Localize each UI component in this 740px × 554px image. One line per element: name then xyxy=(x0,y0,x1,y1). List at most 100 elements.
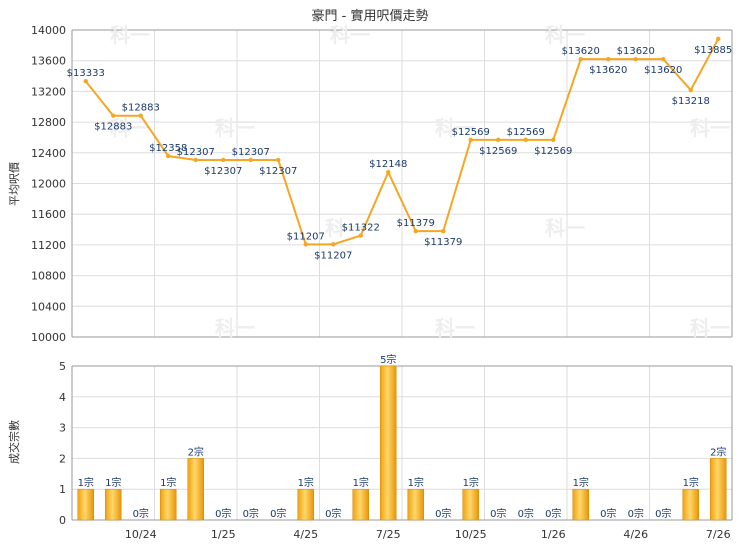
price-point xyxy=(166,153,171,159)
count-data-label: 1宗 xyxy=(353,476,369,489)
count-bar xyxy=(187,458,204,521)
count-data-label: 2宗 xyxy=(710,445,726,458)
price-ytick-label: 12400 xyxy=(31,147,66,160)
count-bar xyxy=(710,458,727,521)
count-data-label: 5宗 xyxy=(380,353,396,366)
count-bar xyxy=(572,488,589,521)
price-data-label: $12569 xyxy=(479,146,517,157)
price-point xyxy=(193,157,198,163)
price-data-label: $13218 xyxy=(672,96,710,107)
count-axis-label: 成交宗數 xyxy=(7,420,21,464)
count-data-label: 0宗 xyxy=(215,507,231,520)
count-bar xyxy=(297,488,314,521)
count-data-label: 0宗 xyxy=(545,507,561,520)
price-point xyxy=(496,137,501,143)
price-point xyxy=(633,56,638,62)
price-ytick-label: 12000 xyxy=(31,178,66,191)
price-data-label: $13885 xyxy=(694,45,732,56)
count-data-label: 0宗 xyxy=(133,507,149,520)
price-point xyxy=(276,157,281,163)
count-ytick-label: 2 xyxy=(59,452,66,465)
price-point xyxy=(83,78,88,84)
price-point xyxy=(111,113,116,118)
price-ytick-label: 10800 xyxy=(31,270,66,283)
count-bar xyxy=(105,488,122,521)
price-data-label: $12883 xyxy=(122,103,160,114)
count-data-label: 0宗 xyxy=(270,507,286,520)
watermark: 科一 xyxy=(110,23,150,47)
price-ytick-label: 13600 xyxy=(31,55,66,68)
count-ytick-label: 4 xyxy=(59,391,66,404)
price-data-label: $13620 xyxy=(617,46,655,57)
price-point xyxy=(578,56,583,62)
watermark: 科一 xyxy=(545,216,585,240)
price-data-label: $12569 xyxy=(534,146,572,157)
count-bar xyxy=(352,488,369,521)
price-data-label: $13333 xyxy=(67,68,105,79)
count-bar xyxy=(380,365,397,521)
price-point xyxy=(331,242,336,247)
count-data-label: 1宗 xyxy=(408,476,424,489)
price-data-label: $11207 xyxy=(287,231,325,242)
count-data-label: 1宗 xyxy=(298,476,314,489)
price-ytick-label: 13200 xyxy=(31,85,66,98)
price-ytick-label: 11200 xyxy=(31,239,66,252)
price-data-label: $12307 xyxy=(204,166,242,177)
x-tick-label: 1/25 xyxy=(211,528,236,541)
watermark: 科一 xyxy=(545,23,585,47)
price-data-label: $12307 xyxy=(259,166,297,177)
count-ytick-label: 5 xyxy=(59,360,66,373)
count-ytick-label: 1 xyxy=(59,483,66,496)
price-data-label: $12358 xyxy=(149,143,187,154)
price-ytick-label: 11600 xyxy=(31,208,66,221)
price-point xyxy=(138,113,143,118)
price-ytick-label: 10000 xyxy=(31,331,66,344)
watermark: 科一 xyxy=(690,316,730,340)
count-bar xyxy=(682,488,699,521)
x-tick-label: 1/26 xyxy=(541,528,566,541)
price-line xyxy=(84,38,720,246)
price-ytick-label: 14000 xyxy=(31,24,66,37)
count-bar xyxy=(407,488,424,521)
count-data-label: 0宗 xyxy=(243,507,259,520)
count-ytick-label: 3 xyxy=(59,422,66,435)
watermark: 科一 xyxy=(435,316,475,340)
price-data-label: $11379 xyxy=(397,218,435,229)
count-data-label: 1宗 xyxy=(683,476,699,489)
count-bar xyxy=(77,488,94,521)
x-tick-label: 7/25 xyxy=(376,528,401,541)
count-data-label: 0宗 xyxy=(600,507,616,520)
price-data-label: $12307 xyxy=(177,147,215,158)
price-point xyxy=(221,157,226,163)
count-data-label: 1宗 xyxy=(105,476,121,489)
price-point xyxy=(688,87,693,93)
price-data-label: $12307 xyxy=(232,147,270,158)
price-data-label: $12883 xyxy=(94,122,132,133)
count-bar xyxy=(160,488,177,521)
price-panel: 10000 10400 10800 11200 11600 12000 12400 12800… xyxy=(31,23,733,344)
count-bar xyxy=(462,488,479,521)
price-point xyxy=(248,157,253,163)
watermark: 科一 xyxy=(215,116,255,140)
price-data-label: $13620 xyxy=(562,46,600,57)
x-tick-label: 10/24 xyxy=(125,528,157,541)
price-point xyxy=(551,137,556,143)
count-data-label: 0宗 xyxy=(518,507,534,520)
price-point xyxy=(468,137,473,143)
count-data-label: 1宗 xyxy=(573,476,589,489)
chart-title: 豪門 - 實用呎價走勢 xyxy=(312,8,429,24)
watermark: 科一 xyxy=(690,116,730,140)
count-ytick-label: 0 xyxy=(59,514,66,527)
count-panel: 0 1 2 3 4 5 1宗 1宗 0宗 1宗 2宗 0宗 0宗 0宗 1宗 0宗 1宗 5宗 1宗 0宗 1宗 0宗 0宗… xyxy=(59,353,733,541)
count-data-label: 1宗 xyxy=(78,476,94,489)
price-point xyxy=(358,233,363,238)
count-data-label: 0宗 xyxy=(325,507,341,520)
price-data-label: $12569 xyxy=(452,127,490,138)
count-data-label: 0宗 xyxy=(490,507,506,520)
count-data-label: 1宗 xyxy=(463,476,479,489)
price-data-label: $12148 xyxy=(369,159,407,170)
price-point xyxy=(413,228,418,234)
price-point xyxy=(523,137,528,143)
count-data-label: 2宗 xyxy=(188,445,204,458)
